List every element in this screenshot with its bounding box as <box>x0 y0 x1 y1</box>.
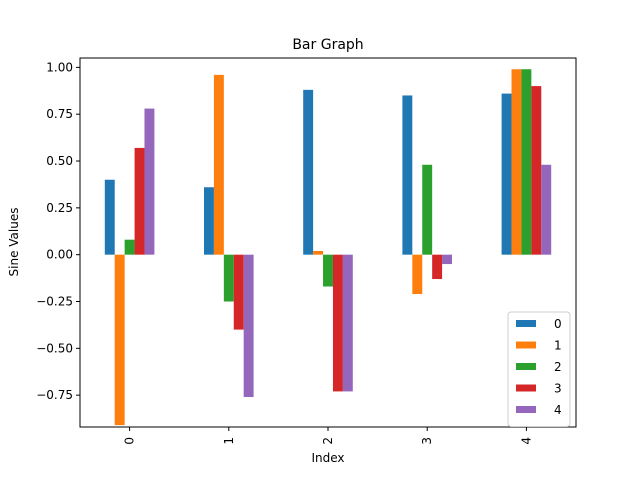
plot-frame <box>79 57 577 428</box>
bar-series-4-cat-4 <box>541 164 552 255</box>
legend-swatch-2 <box>516 363 536 370</box>
y-tick-label: 1.00 <box>46 60 73 74</box>
bar-series-2-cat-4 <box>521 69 532 255</box>
bar-series-3-cat-4 <box>531 86 542 255</box>
bar-series-1-cat-1 <box>213 74 224 255</box>
bar-series-4-cat-3 <box>442 254 452 265</box>
legend-label-3: 3 <box>554 382 562 396</box>
bar-series-3-cat-0 <box>134 147 145 255</box>
bar-series-0-cat-3 <box>402 95 413 255</box>
x-axis-ticks: 0 1 2 3 4 <box>123 427 533 445</box>
bar-series-1-cat-0 <box>114 254 125 426</box>
bar-series-2-cat-2 <box>323 254 333 287</box>
bars-group <box>104 69 552 426</box>
bar-series-1-cat-4 <box>511 69 522 255</box>
x-tick-label: 2 <box>321 437 335 445</box>
bar-series-2-cat-3 <box>422 164 433 255</box>
bar-series-2-cat-1 <box>223 254 234 302</box>
legend-swatch-1 <box>516 341 536 349</box>
y-tick-label: 0.00 <box>46 248 73 262</box>
y-tick-label: −0.50 <box>36 341 73 355</box>
y-tick-label: −0.25 <box>36 295 73 309</box>
legend-swatch-3 <box>516 384 536 392</box>
bar-series-1-cat-3 <box>412 254 423 295</box>
y-tick-label: 0.75 <box>46 107 73 121</box>
legend-box <box>507 311 571 427</box>
x-tick-label: 4 <box>519 437 533 445</box>
bar-series-3-cat-1 <box>233 254 244 330</box>
x-tick-label: 3 <box>420 437 434 445</box>
x-axis-label: Index <box>311 451 344 465</box>
bar-series-0-cat-1 <box>204 187 214 255</box>
bar-series-3-cat-2 <box>332 254 343 392</box>
chart-title: Bar Graph <box>292 37 363 53</box>
bar-series-3-cat-3 <box>432 254 443 280</box>
y-axis-ticks: −0.75 −0.50 −0.25 0.00 0.25 0.50 0.75 1.00 <box>36 60 80 402</box>
bar-series-1-cat-2 <box>313 250 324 255</box>
bar-series-4-cat-0 <box>144 108 155 255</box>
bar-series-0-cat-2 <box>303 89 314 255</box>
y-axis-label: Sine Values <box>7 208 21 277</box>
y-tick-label: −0.75 <box>36 388 73 402</box>
bar-series-4-cat-2 <box>342 254 353 392</box>
legend-swatch-0 <box>516 320 536 327</box>
bar-series-4-cat-1 <box>243 254 254 398</box>
legend: 0 1 2 3 4 <box>507 311 571 427</box>
legend-swatch-4 <box>516 406 536 413</box>
bar-series-0-cat-0 <box>104 179 115 255</box>
legend-label-1: 1 <box>554 339 562 353</box>
x-tick-label: 0 <box>123 437 137 445</box>
legend-label-2: 2 <box>554 360 562 374</box>
legend-label-0: 0 <box>554 317 562 331</box>
bar-series-2-cat-0 <box>124 239 135 255</box>
y-tick-label: 0.50 <box>46 154 73 168</box>
legend-label-4: 4 <box>554 403 562 417</box>
bar-series-0-cat-4 <box>501 93 512 255</box>
y-tick-label: 0.25 <box>46 201 73 215</box>
x-tick-label: 1 <box>222 437 236 445</box>
